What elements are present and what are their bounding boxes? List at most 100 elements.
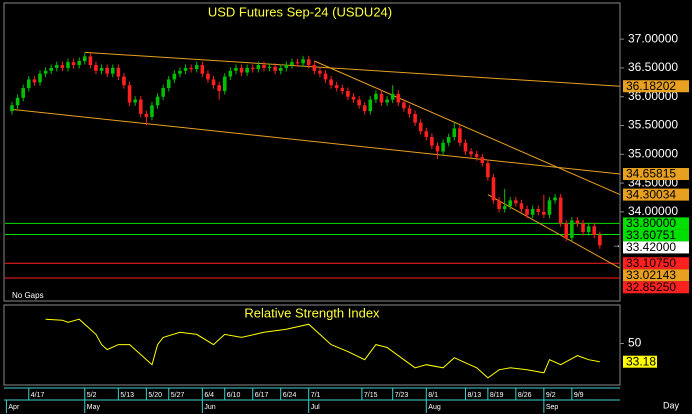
candle-body — [351, 96, 356, 100]
candle-body — [43, 70, 48, 74]
candle-body — [245, 67, 249, 73]
candle-body — [32, 79, 37, 83]
value-box-label: 32.85250 — [626, 280, 676, 294]
candle-body — [66, 62, 70, 68]
candle-body — [441, 142, 445, 152]
candle-body — [194, 65, 199, 70]
candle-body — [374, 93, 378, 100]
candle-body — [570, 220, 574, 238]
x-tick-label: 6/10 — [227, 392, 241, 399]
candle-body — [357, 99, 361, 106]
candle-body — [385, 99, 389, 103]
x-tick-label: 7/23 — [395, 392, 409, 399]
candle-body — [166, 79, 171, 89]
value-box — [623, 281, 689, 294]
candle-body — [267, 66, 272, 68]
x-tick-label: 7/15 — [364, 392, 378, 399]
candle-body — [407, 108, 412, 114]
candle-body — [82, 56, 87, 62]
candle-body — [340, 88, 345, 91]
candle-body — [88, 56, 93, 66]
x-tick-label: 8/19 — [490, 392, 504, 399]
y-tick-label: 35.50000 — [628, 118, 678, 132]
candle-body — [558, 197, 563, 224]
candle-body — [110, 67, 115, 74]
candle-body — [77, 61, 81, 66]
candle-body — [598, 234, 602, 246]
candle-body — [536, 209, 541, 212]
value-box-label: 33.42000 — [626, 240, 676, 254]
value-box — [623, 217, 689, 230]
x-unit: Day — [663, 400, 680, 410]
candle-body — [413, 113, 417, 123]
candle-body — [424, 131, 429, 138]
x-tick-label: 6/24 — [283, 392, 297, 399]
month-label: Aug — [428, 404, 441, 411]
rsi-title: Relative Strength Index — [244, 305, 380, 320]
candle-body — [172, 73, 177, 80]
x-tick-label: 8/1 — [428, 392, 438, 399]
candle-body — [262, 65, 266, 68]
month-label: May — [87, 404, 101, 411]
candle-body — [592, 226, 597, 235]
rsi-line — [45, 318, 600, 379]
candle-body — [581, 223, 585, 233]
x-tick-label: 6/4 — [204, 392, 214, 399]
candle-body — [250, 67, 255, 70]
candle-body — [38, 73, 42, 83]
candle-body — [318, 70, 322, 74]
candle-body — [105, 67, 109, 74]
month-label: Jul — [311, 404, 320, 411]
candle-body — [94, 65, 98, 71]
x-tick-label: 5/27 — [171, 392, 185, 399]
value-box — [623, 80, 689, 93]
x-tick-label: 5/20 — [148, 392, 162, 399]
candle-body — [178, 70, 182, 74]
candle-body — [200, 65, 205, 74]
candle-body — [553, 197, 557, 201]
last-arrow: → — [612, 240, 621, 250]
candle-body — [133, 99, 137, 103]
value-box-label: 36.18202 — [626, 79, 676, 93]
rsi-tick-label: 50 — [628, 336, 642, 350]
x-tick-label: 5/2 — [87, 392, 97, 399]
candle-body — [390, 93, 395, 100]
trendline — [314, 60, 621, 196]
candle-body — [334, 85, 339, 89]
candle-body — [301, 59, 305, 64]
candle-body — [306, 59, 311, 66]
month-label: Sep — [546, 404, 559, 411]
candle-body — [418, 122, 423, 132]
month-label: Apr — [8, 404, 20, 411]
candle-body — [138, 99, 143, 114]
candle-body — [402, 102, 406, 109]
candle-body — [161, 88, 165, 97]
candle-body — [49, 67, 53, 71]
candle-body — [452, 128, 457, 138]
candle-body — [273, 66, 277, 71]
candle-body — [222, 76, 227, 91]
candle-body — [514, 200, 518, 204]
candle-body — [463, 142, 468, 152]
month-label: Jun — [204, 404, 215, 411]
x-tick-label: 6/17 — [255, 392, 269, 399]
trendline — [84, 51, 621, 87]
x-tick-label: 5/13 — [120, 392, 134, 399]
y-tick-label: 35.00000 — [628, 146, 678, 160]
candle-body — [284, 65, 289, 68]
candle-body — [144, 113, 149, 117]
rsi-value-box — [623, 355, 657, 368]
candle-body — [60, 65, 65, 68]
value-box — [623, 167, 689, 180]
candle-body — [486, 162, 490, 178]
value-box — [623, 257, 689, 270]
candle-body — [480, 157, 485, 163]
candle-body — [329, 79, 333, 86]
candle-body — [575, 220, 580, 224]
x-tick-label: 4/17 — [31, 392, 45, 399]
rsi-panel — [3, 304, 621, 386]
candle-body — [458, 128, 462, 143]
price-panel — [3, 2, 621, 302]
candle-body — [491, 177, 496, 201]
